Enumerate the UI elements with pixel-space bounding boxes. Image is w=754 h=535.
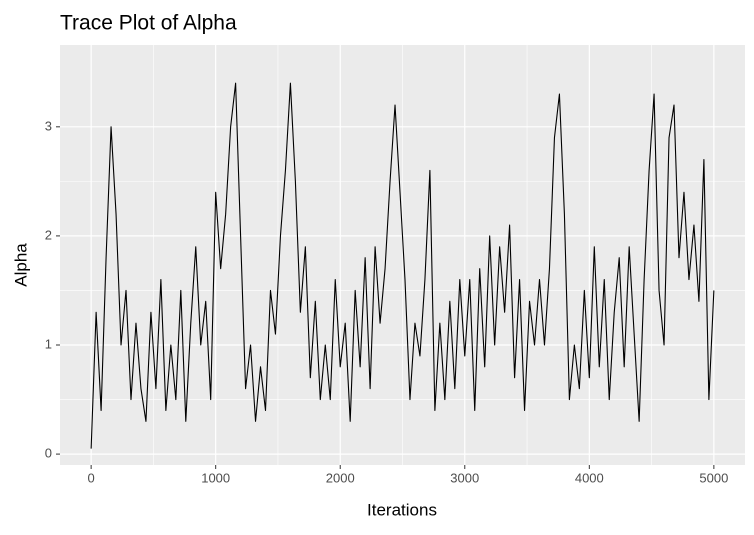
x-axis-title: Iterations — [367, 500, 437, 519]
y-axis-title: Alpha — [11, 243, 30, 287]
x-tick-label: 1000 — [201, 470, 230, 485]
y-tick-label: 1 — [45, 336, 52, 351]
trace-line — [90, 82, 715, 449]
y-tick-label: 0 — [45, 446, 52, 461]
x-tick-label: 3000 — [450, 470, 479, 485]
x-tick-label: 2000 — [326, 470, 355, 485]
y-tick-label: 3 — [45, 118, 52, 133]
y-tick-label: 2 — [45, 227, 52, 242]
x-tick-label: 4000 — [575, 470, 604, 485]
chart-title: Trace Plot of Alpha — [60, 12, 237, 35]
x-tick-label: 5000 — [699, 470, 728, 485]
x-tick-label: 0 — [88, 470, 95, 485]
